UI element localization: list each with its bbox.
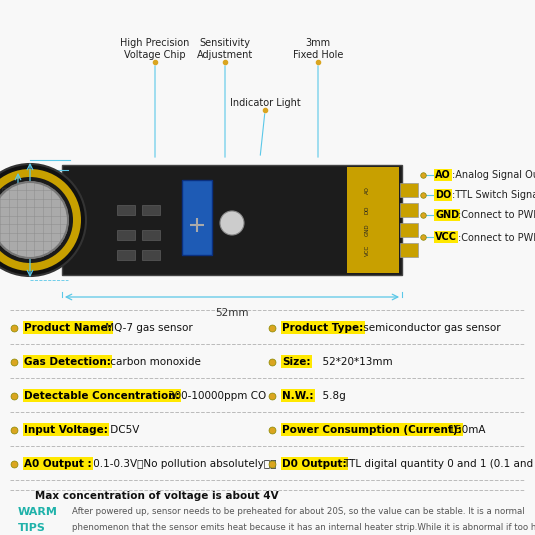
Text: DC5V: DC5V: [107, 425, 140, 434]
Text: After powered up, sensor needs to be preheated for about 20S, so the value can b: After powered up, sensor needs to be pre…: [72, 508, 525, 516]
Circle shape: [0, 177, 73, 263]
FancyBboxPatch shape: [400, 223, 418, 237]
Text: Input Voltage:: Input Voltage:: [24, 425, 108, 434]
FancyBboxPatch shape: [142, 250, 160, 260]
FancyBboxPatch shape: [182, 180, 212, 255]
FancyBboxPatch shape: [347, 167, 399, 273]
Text: 52mm: 52mm: [215, 308, 249, 318]
Text: A0 Output :: A0 Output :: [24, 458, 91, 469]
Text: Size:: Size:: [282, 357, 310, 366]
Text: Product Type:: Product Type:: [282, 323, 363, 333]
FancyBboxPatch shape: [62, 165, 402, 275]
Text: Indicator Light: Indicator Light: [230, 98, 300, 108]
Text: 13mm: 13mm: [0, 184, 9, 213]
Text: 5.8g: 5.8g: [316, 391, 345, 401]
Text: :Connect to PWR Anode (5V): :Connect to PWR Anode (5V): [458, 232, 535, 242]
Text: 0.1-0.3V（No pollution absolutely），: 0.1-0.3V（No pollution absolutely），: [90, 458, 277, 469]
Text: GND: GND: [364, 224, 370, 236]
Text: Sensitivity
Adjustment: Sensitivity Adjustment: [197, 39, 253, 60]
Text: carbon monoxide: carbon monoxide: [107, 357, 201, 366]
Text: 300-10000ppm CO: 300-10000ppm CO: [167, 391, 266, 401]
FancyBboxPatch shape: [400, 203, 418, 217]
Text: :TTL Switch Signal Output: :TTL Switch Signal Output: [452, 190, 535, 200]
Text: WARM: WARM: [18, 507, 58, 517]
Text: Max concentration of voltage is about 4V: Max concentration of voltage is about 4V: [24, 491, 279, 501]
Text: N.W.:: N.W.:: [282, 391, 314, 401]
Text: phenomenon that the sensor emits heat because it has an internal heater strip.Wh: phenomenon that the sensor emits heat be…: [72, 524, 535, 532]
Text: AO: AO: [435, 170, 451, 180]
FancyBboxPatch shape: [400, 243, 418, 257]
FancyBboxPatch shape: [117, 230, 135, 240]
Text: :Analog Signal Output: :Analog Signal Output: [452, 170, 535, 180]
Text: High Precision
Voltage Chip: High Precision Voltage Chip: [120, 39, 190, 60]
Text: :Connect to PWR Cathode: :Connect to PWR Cathode: [458, 210, 535, 220]
FancyBboxPatch shape: [117, 250, 135, 260]
Circle shape: [0, 164, 86, 276]
FancyBboxPatch shape: [142, 230, 160, 240]
Text: D0 Output:: D0 Output:: [282, 458, 347, 469]
Text: DO: DO: [364, 206, 370, 214]
Text: 3mm
Fixed Hole: 3mm Fixed Hole: [293, 39, 343, 60]
Text: VCC: VCC: [435, 232, 457, 242]
Text: VCC: VCC: [364, 244, 370, 256]
Circle shape: [220, 211, 244, 235]
Circle shape: [0, 169, 81, 271]
Text: AO: AO: [364, 186, 370, 194]
FancyBboxPatch shape: [117, 205, 135, 215]
Text: DO: DO: [435, 190, 451, 200]
Text: TIPS: TIPS: [18, 523, 46, 533]
Text: Product Name:: Product Name:: [24, 323, 112, 333]
Circle shape: [0, 182, 68, 258]
Text: 150mA: 150mA: [442, 425, 485, 434]
Text: Gas Detection:: Gas Detection:: [24, 357, 111, 366]
Text: semiconductor gas sensor: semiconductor gas sensor: [360, 323, 500, 333]
Text: GND: GND: [435, 210, 459, 220]
FancyBboxPatch shape: [400, 183, 418, 197]
Text: MQ-7 gas sensor: MQ-7 gas sensor: [102, 323, 192, 333]
Text: Detectable Concentration:: Detectable Concentration:: [24, 391, 180, 401]
Text: 20mm: 20mm: [11, 205, 20, 234]
Text: TTL digital quantity 0 and 1 (0.1 and 5V): TTL digital quantity 0 and 1 (0.1 and 5V…: [343, 458, 535, 469]
Text: 52*20*13mm: 52*20*13mm: [316, 357, 392, 366]
FancyBboxPatch shape: [142, 205, 160, 215]
Text: Power Consumption (Current):: Power Consumption (Current):: [282, 425, 462, 434]
